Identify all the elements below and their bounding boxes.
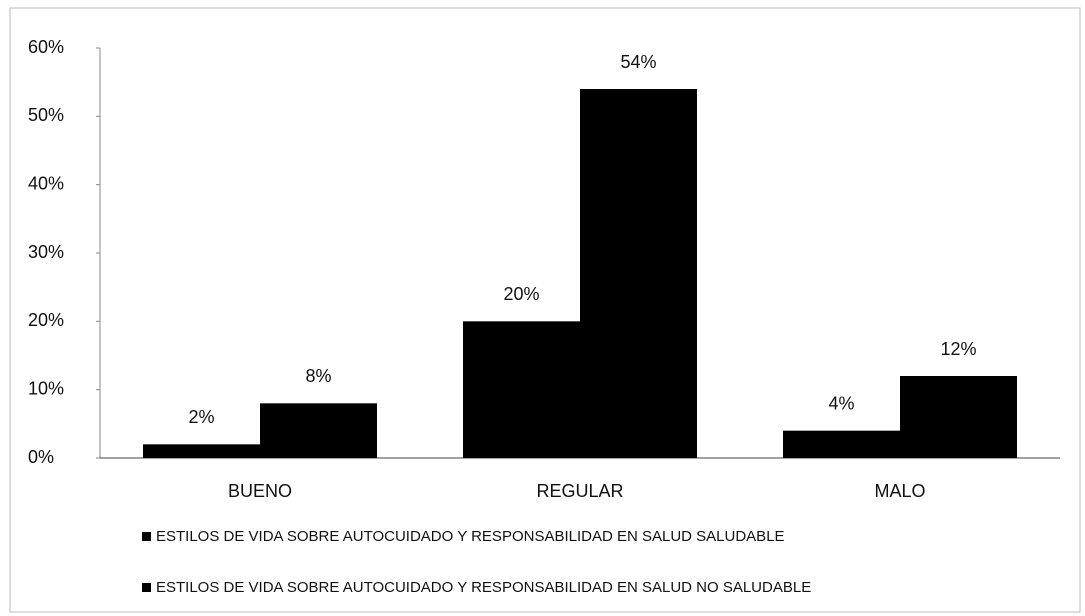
bar: [463, 321, 580, 458]
x-tick-label: REGULAR: [536, 481, 623, 501]
y-tick-label: 60%: [28, 37, 64, 57]
bar: [900, 376, 1017, 458]
y-tick-label: 10%: [28, 378, 64, 398]
y-tick-label: 0%: [28, 447, 54, 467]
bar: [783, 430, 900, 458]
bar: [580, 89, 697, 458]
legend-label: ESTILOS DE VIDA SOBRE AUTOCUIDADO Y RESP…: [156, 528, 785, 545]
legend-swatch: [142, 583, 151, 592]
y-tick-label: 50%: [28, 105, 64, 125]
y-tick-label: 30%: [28, 242, 64, 262]
data-label: 20%: [503, 284, 539, 304]
legend-swatch: [142, 532, 151, 541]
bar: [260, 403, 377, 458]
data-label: 8%: [305, 366, 331, 386]
data-label: 12%: [940, 339, 976, 359]
data-label: 54%: [620, 52, 656, 72]
data-label: 2%: [188, 407, 214, 427]
data-label: 4%: [828, 393, 854, 413]
frame: [9, 7, 1081, 613]
legend-label: ESTILOS DE VIDA SOBRE AUTOCUIDADO Y RESP…: [156, 579, 811, 596]
bar: [143, 444, 260, 458]
y-tick-label: 40%: [28, 173, 64, 193]
x-tick-label: BUENO: [228, 481, 292, 501]
x-tick-label: MALO: [874, 481, 925, 501]
y-tick-label: 20%: [28, 310, 64, 330]
